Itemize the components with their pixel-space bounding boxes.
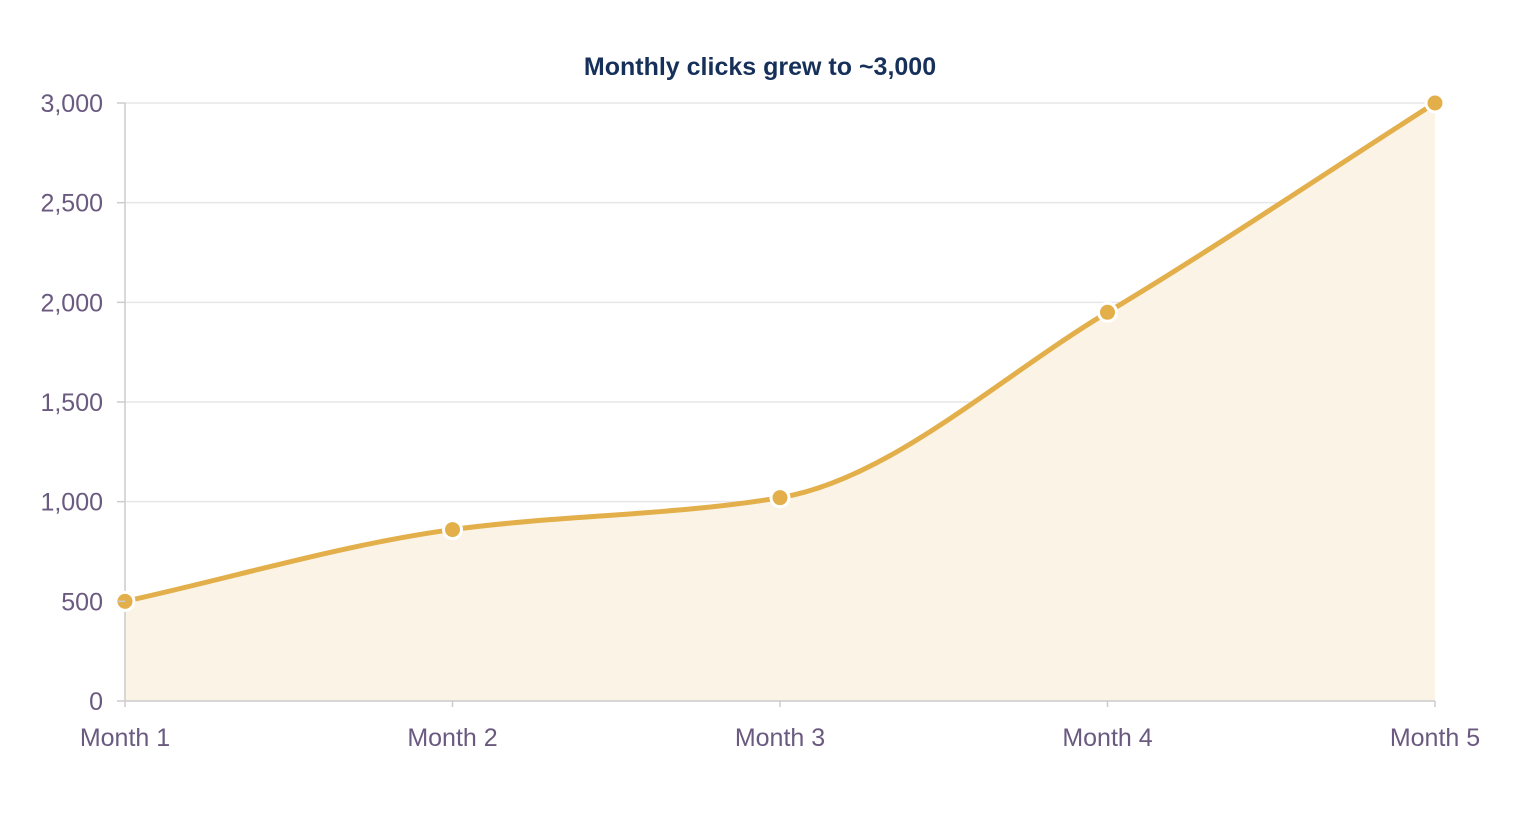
- data-points: [114, 92, 1446, 612]
- y-tick-label: 1,500: [40, 389, 103, 417]
- x-tick-label: Month 5: [1390, 724, 1480, 752]
- x-tick-label: Month 1: [80, 724, 170, 752]
- y-tick-label: 0: [89, 688, 103, 716]
- chart-title: Monthly clicks grew to ~3,000: [584, 53, 936, 81]
- x-tick-label: Month 2: [407, 724, 497, 752]
- x-axis-ticks: Month 1 Month 2 Month 3 Month 4 Month 5: [80, 701, 1480, 752]
- data-point[interactable]: [442, 519, 463, 541]
- data-point[interactable]: [769, 487, 791, 509]
- area-fill: [125, 103, 1435, 701]
- x-tick-label: Month 4: [1062, 724, 1152, 752]
- y-tick-label: 1,000: [40, 489, 103, 517]
- y-tick-label: 500: [61, 588, 103, 616]
- y-tick-label: 2,000: [40, 289, 103, 317]
- y-tick-label: 3,000: [40, 90, 103, 118]
- data-point[interactable]: [1097, 301, 1118, 323]
- y-axis-ticks: 0 500 1,000 1,500 2,000 2,500 3,000: [40, 90, 125, 716]
- x-tick-label: Month 3: [735, 724, 825, 752]
- y-tick-label: 2,500: [40, 190, 103, 218]
- data-point[interactable]: [1424, 92, 1446, 114]
